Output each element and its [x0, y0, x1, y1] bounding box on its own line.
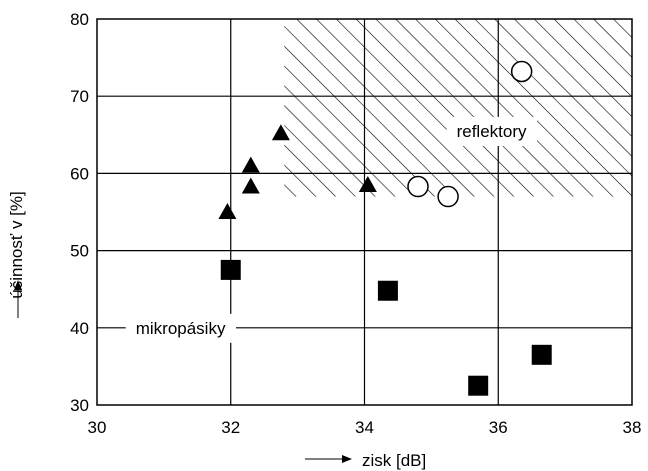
- square-point-3: [531, 344, 552, 365]
- circle-point-2: [510, 60, 533, 83]
- plot-frame: [96, 18, 633, 406]
- square-point-1: [377, 280, 398, 301]
- annotation-text-0: reflektory: [457, 122, 527, 141]
- y-axis-label: účinnosť v [%]: [7, 191, 26, 318]
- triangle-point-2: [241, 177, 260, 194]
- annotation-background-1: [125, 313, 236, 343]
- x-tick-label-1: 32: [221, 418, 240, 437]
- triangle-point-4: [358, 175, 377, 192]
- circle-point-0: [407, 175, 429, 198]
- triangle-point-0: [218, 203, 237, 219]
- x-tick-label-4: 38: [623, 418, 642, 437]
- annotation-text-1: mikropásiky: [136, 319, 226, 338]
- triangle-point-3: [271, 124, 290, 141]
- triangle-point-1: [241, 156, 260, 173]
- annotation-background-0: [446, 116, 538, 146]
- square-point-2: [468, 375, 489, 396]
- x-tick-label-3: 36: [489, 418, 508, 437]
- y-tick-label-3: 60: [70, 164, 89, 183]
- y-tick-label-1: 40: [70, 319, 89, 338]
- annotation-0: reflektory: [446, 116, 538, 146]
- y-tick-label-2: 50: [70, 242, 89, 261]
- square-point-0: [220, 259, 241, 280]
- x-tick-label-2: 34: [355, 418, 374, 437]
- x-axis-label: zisk [dB]: [305, 451, 426, 470]
- y-tick-label-5: 80: [70, 10, 89, 29]
- y-tick-label-4: 70: [70, 87, 89, 106]
- annotation-1: mikropásiky: [125, 313, 236, 343]
- y-tick-label-0: 30: [70, 396, 89, 415]
- y-axis-title: účinnosť v [%]: [7, 191, 26, 298]
- circle-point-1: [437, 185, 459, 208]
- hatched-region: [284, 19, 632, 197]
- x-tick-label-0: 30: [88, 418, 107, 437]
- x-axis-title: zisk [dB]: [362, 451, 426, 470]
